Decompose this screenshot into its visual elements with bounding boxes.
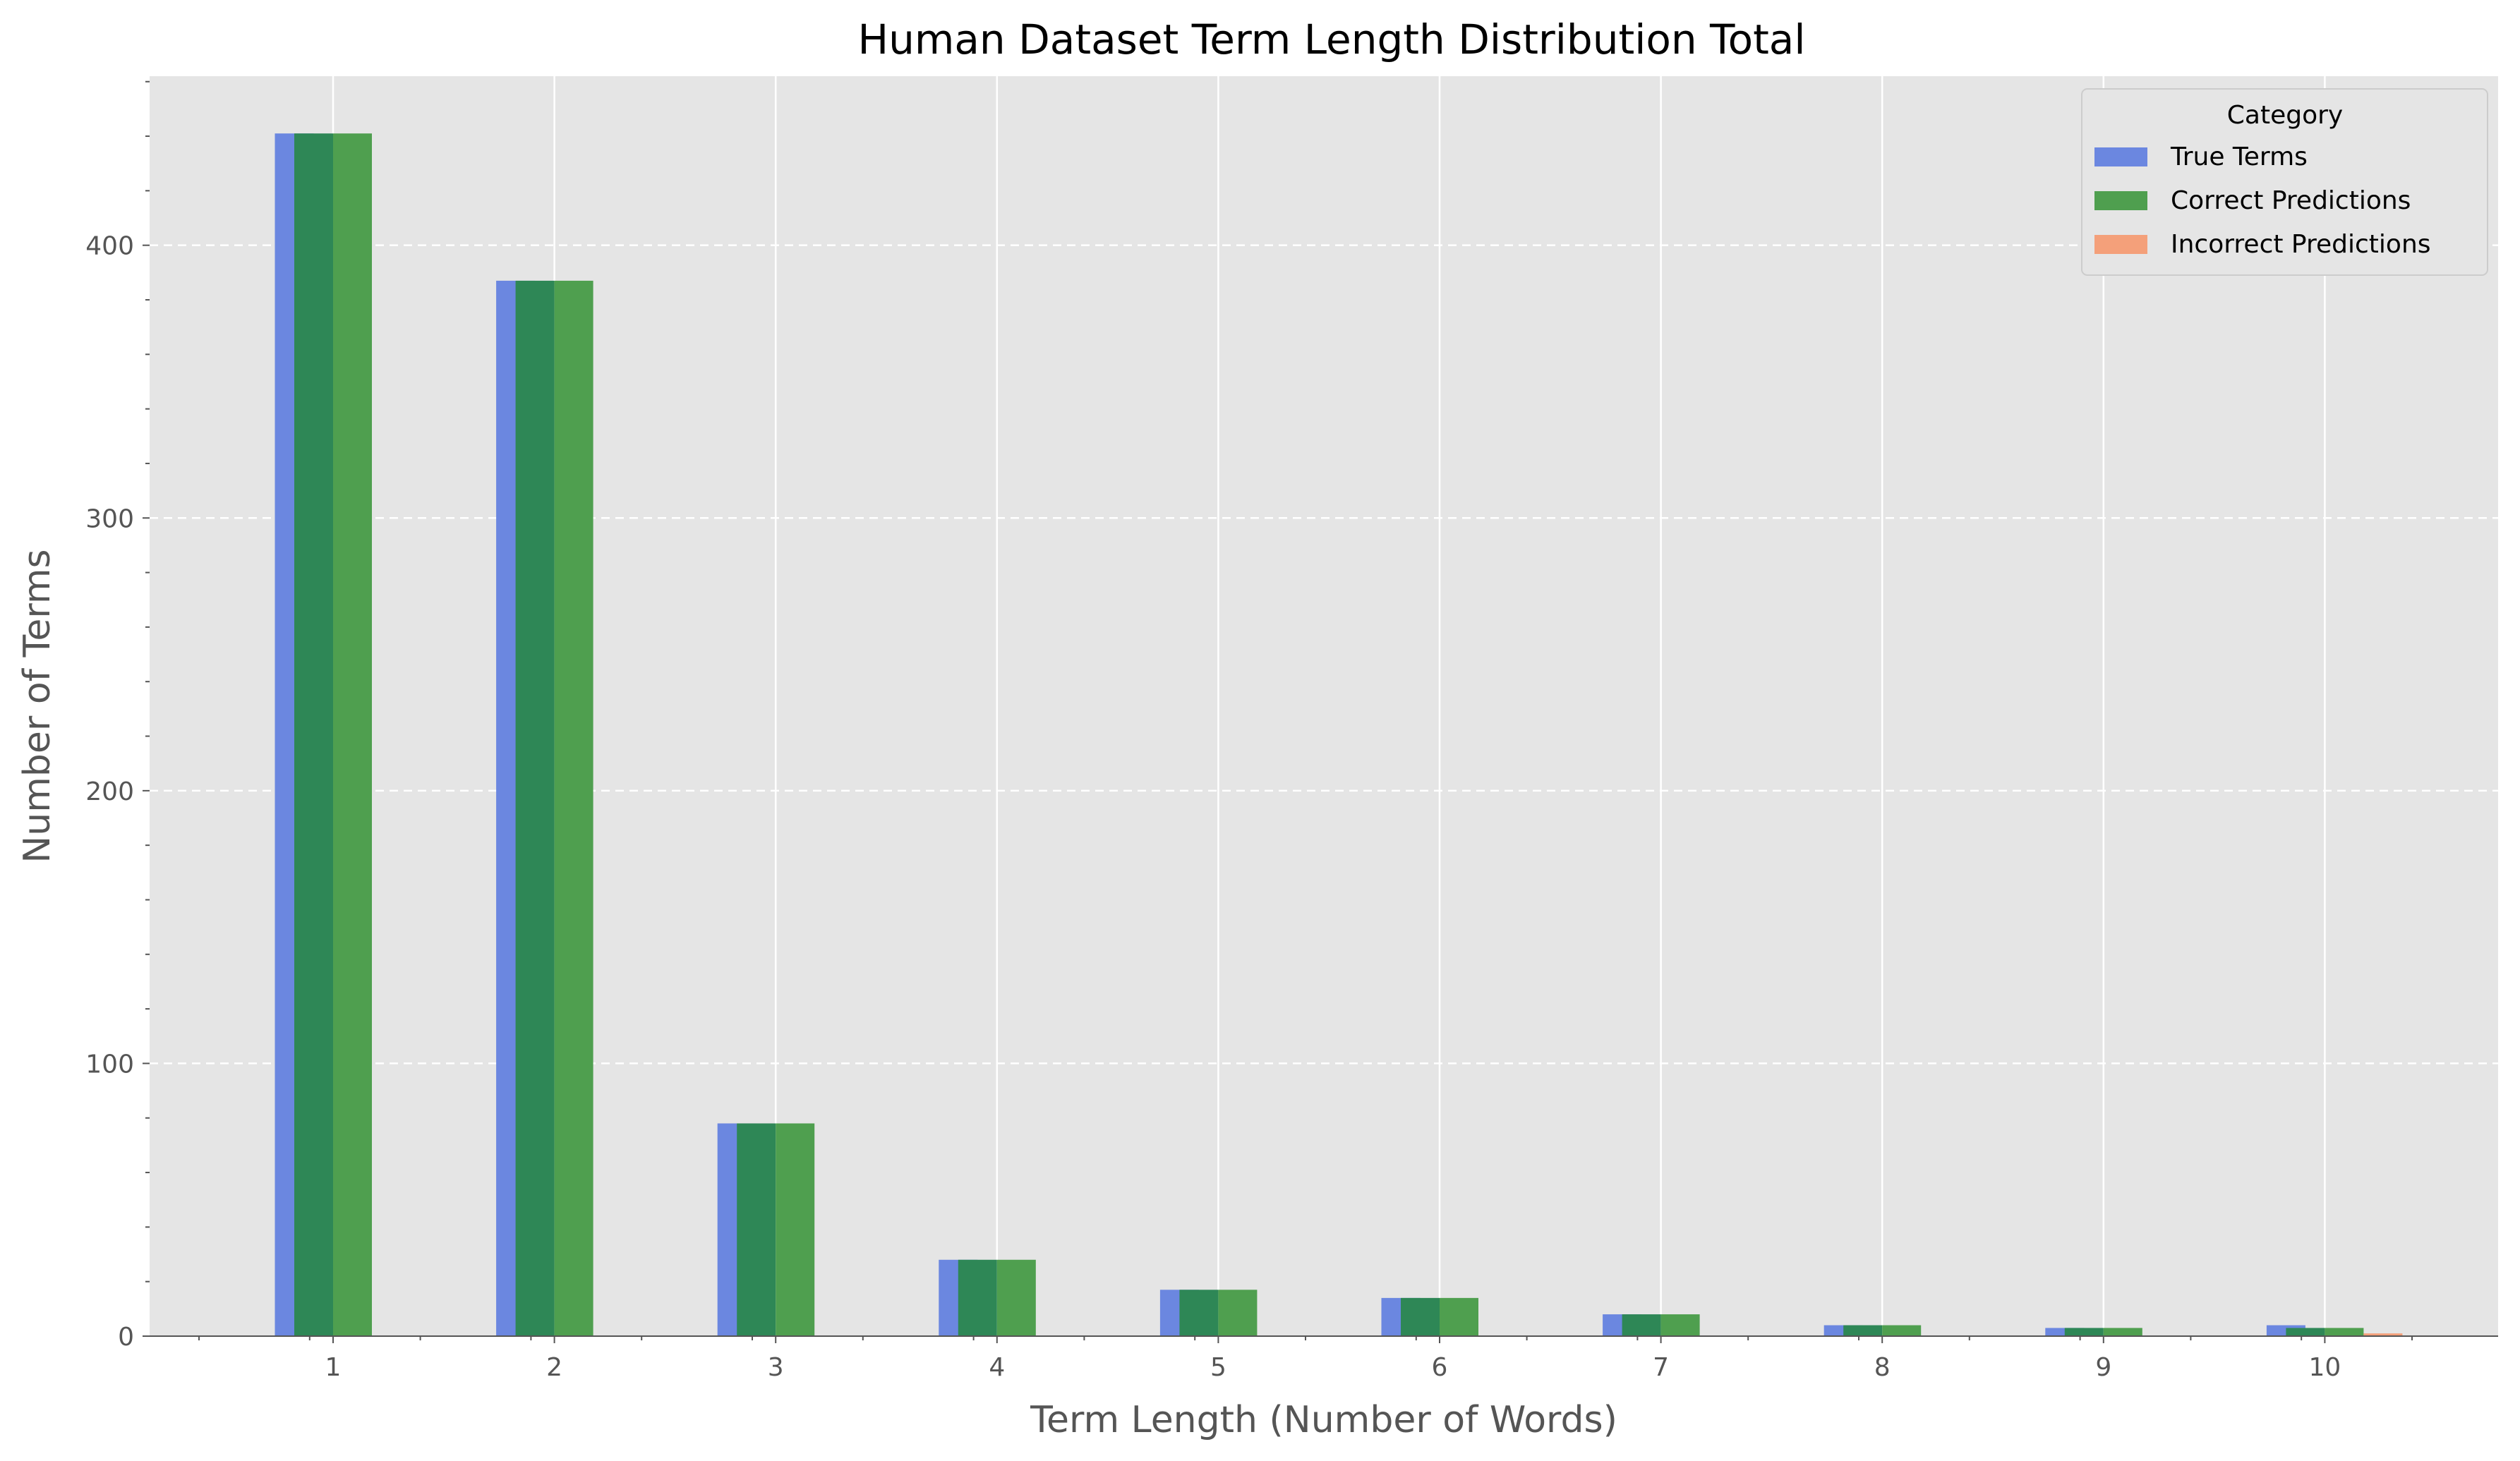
- chart-title: Human Dataset Term Length Distribution T…: [858, 16, 1806, 63]
- correct-predictions-bar: [1660, 1314, 1700, 1336]
- correct-predictions-bar: [333, 133, 372, 1336]
- correct-predictions-bar: [996, 1259, 1036, 1336]
- correct-predictions-bar: [554, 280, 593, 1336]
- correct-predictions-bar: [776, 1123, 815, 1336]
- legend-swatch-true-terms: [2094, 147, 2147, 166]
- y-tick-label: 100: [85, 1050, 134, 1079]
- x-tick-label: 9: [2095, 1353, 2111, 1382]
- x-tick-label: 1: [325, 1353, 342, 1382]
- legend: Category True Terms Correct Predictions …: [2081, 88, 2488, 276]
- y-tick-label: 0: [118, 1323, 134, 1352]
- correct-predictions-bar: [2103, 1328, 2142, 1336]
- true-correct-overlap-bar: [515, 280, 555, 1336]
- true-correct-overlap-bar: [1843, 1325, 1883, 1336]
- legend-swatch-incorrect-predictions: [2094, 235, 2147, 254]
- legend-label-incorrect-predictions: Incorrect Predictions: [2171, 230, 2431, 259]
- y-tick-label: 200: [85, 777, 134, 806]
- x-tick-label: 3: [768, 1353, 784, 1382]
- correct-predictions-bar: [1440, 1297, 1478, 1336]
- x-tick-label: 2: [546, 1353, 562, 1382]
- grid-lines: [150, 76, 2498, 1336]
- y-axis-label: Number of Terms: [16, 549, 59, 863]
- correct-predictions-bar: [1882, 1325, 1922, 1336]
- bars: [275, 133, 2403, 1336]
- legend-label-true-terms: True Terms: [2170, 143, 2308, 171]
- true-correct-overlap-bar: [1622, 1314, 1661, 1336]
- true-correct-overlap-bar: [1401, 1297, 1440, 1336]
- legend-label-correct-predictions: Correct Predictions: [2171, 186, 2411, 215]
- incorrect-predictions-bar: [2363, 1333, 2403, 1336]
- x-tick-label: 8: [1874, 1353, 1891, 1382]
- true-correct-overlap-bar: [958, 1259, 997, 1336]
- x-tick-label: 6: [1432, 1353, 1448, 1382]
- correct-predictions-bar: [2325, 1328, 2364, 1336]
- true-correct-overlap-bar: [294, 133, 333, 1336]
- x-tick-label: 7: [1653, 1353, 1669, 1382]
- legend-box: [2081, 88, 2488, 276]
- x-axis-label: Term Length (Number of Words): [1030, 1399, 1617, 1441]
- true-correct-overlap-bar: [1179, 1290, 1219, 1336]
- y-tick-label: 400: [85, 232, 134, 261]
- true-correct-overlap-bar: [2286, 1328, 2325, 1336]
- y-tick-label: 300: [85, 504, 134, 533]
- true-correct-overlap-bar: [737, 1123, 776, 1336]
- legend-swatch-correct-predictions: [2094, 191, 2147, 210]
- correct-predictions-bar: [1218, 1290, 1258, 1336]
- legend-title: Category: [2227, 101, 2343, 130]
- x-tick-label: 5: [1210, 1353, 1226, 1382]
- true-correct-overlap-bar: [2064, 1328, 2104, 1336]
- x-tick-label: 10: [2308, 1353, 2341, 1382]
- x-tick-label: 4: [989, 1353, 1005, 1382]
